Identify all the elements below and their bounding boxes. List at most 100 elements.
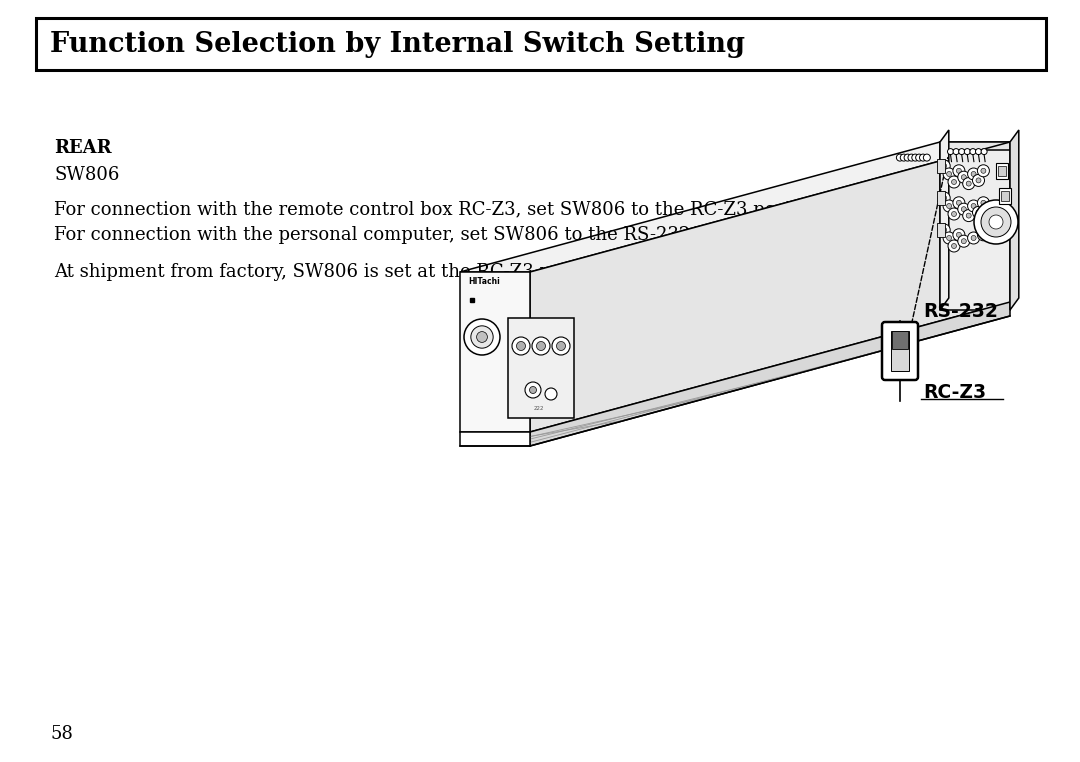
Text: RC-Z3: RC-Z3 bbox=[923, 383, 986, 402]
Bar bbox=[892, 331, 908, 349]
Circle shape bbox=[967, 213, 971, 218]
Circle shape bbox=[972, 174, 985, 187]
Circle shape bbox=[943, 232, 955, 244]
Text: For connection with the remote control box RC-Z3, set SW806 to the RC-Z3 positio: For connection with the remote control b… bbox=[54, 201, 832, 219]
Circle shape bbox=[975, 149, 982, 155]
Text: Function Selection by Internal Switch Setting: Function Selection by Internal Switch Se… bbox=[50, 30, 745, 57]
Circle shape bbox=[525, 382, 541, 398]
Circle shape bbox=[951, 244, 957, 248]
Bar bbox=[936, 191, 945, 205]
Circle shape bbox=[951, 180, 957, 184]
Circle shape bbox=[981, 200, 986, 205]
Polygon shape bbox=[940, 130, 949, 310]
Circle shape bbox=[976, 210, 981, 215]
Circle shape bbox=[968, 200, 980, 212]
Circle shape bbox=[961, 207, 967, 212]
Circle shape bbox=[901, 154, 907, 161]
Bar bbox=[996, 163, 1008, 179]
Circle shape bbox=[516, 341, 526, 351]
Circle shape bbox=[916, 154, 922, 161]
Circle shape bbox=[896, 154, 903, 161]
Circle shape bbox=[942, 196, 947, 200]
Circle shape bbox=[947, 149, 954, 155]
Circle shape bbox=[512, 337, 530, 355]
Circle shape bbox=[981, 207, 1011, 237]
Circle shape bbox=[532, 337, 550, 355]
Polygon shape bbox=[940, 150, 1010, 310]
Circle shape bbox=[968, 168, 980, 180]
Text: 58: 58 bbox=[50, 725, 72, 743]
Circle shape bbox=[967, 181, 971, 186]
Circle shape bbox=[904, 154, 912, 161]
Circle shape bbox=[981, 232, 986, 237]
Circle shape bbox=[971, 171, 976, 177]
Circle shape bbox=[961, 239, 967, 244]
Bar bbox=[936, 159, 945, 173]
Bar bbox=[508, 318, 573, 418]
Text: At shipment from factory, SW806 is set at the RC-Z3 position.: At shipment from factory, SW806 is set a… bbox=[54, 263, 618, 281]
Text: REAR: REAR bbox=[54, 139, 111, 157]
Circle shape bbox=[977, 165, 989, 177]
Text: For connection with the personal computer, set SW806 to the RS-232C position.: For connection with the personal compute… bbox=[54, 226, 788, 244]
Circle shape bbox=[977, 197, 989, 209]
Circle shape bbox=[962, 178, 975, 190]
Text: SW806: SW806 bbox=[54, 166, 120, 184]
Circle shape bbox=[923, 154, 930, 161]
Text: RS-232: RS-232 bbox=[923, 302, 998, 321]
Circle shape bbox=[946, 235, 951, 241]
Circle shape bbox=[953, 197, 964, 209]
Circle shape bbox=[946, 203, 951, 209]
Circle shape bbox=[946, 171, 951, 177]
Polygon shape bbox=[1010, 130, 1018, 310]
Polygon shape bbox=[530, 302, 1010, 446]
Circle shape bbox=[961, 174, 967, 180]
Circle shape bbox=[552, 337, 570, 355]
Circle shape bbox=[953, 229, 964, 241]
Bar bbox=[999, 188, 1011, 204]
Circle shape bbox=[959, 149, 964, 155]
Circle shape bbox=[981, 168, 986, 173]
Circle shape bbox=[529, 386, 537, 393]
Circle shape bbox=[958, 171, 970, 183]
Circle shape bbox=[464, 319, 500, 355]
Circle shape bbox=[948, 240, 960, 252]
Circle shape bbox=[971, 203, 976, 209]
Circle shape bbox=[971, 235, 976, 241]
Circle shape bbox=[958, 203, 970, 215]
Polygon shape bbox=[460, 142, 1010, 272]
Circle shape bbox=[962, 210, 975, 222]
Circle shape bbox=[968, 232, 980, 244]
FancyBboxPatch shape bbox=[882, 322, 918, 380]
Circle shape bbox=[957, 200, 961, 205]
Bar bbox=[1001, 191, 1009, 201]
Circle shape bbox=[476, 331, 487, 342]
Circle shape bbox=[471, 326, 494, 348]
Circle shape bbox=[948, 176, 960, 188]
Circle shape bbox=[957, 168, 961, 173]
Circle shape bbox=[939, 160, 950, 172]
Circle shape bbox=[545, 388, 557, 400]
Circle shape bbox=[972, 207, 985, 219]
Circle shape bbox=[977, 229, 989, 241]
Bar bbox=[891, 331, 909, 371]
Text: HITachi: HITachi bbox=[468, 277, 500, 286]
Text: 222: 222 bbox=[534, 406, 544, 411]
Circle shape bbox=[919, 154, 927, 161]
Circle shape bbox=[939, 192, 950, 204]
Polygon shape bbox=[460, 432, 530, 446]
Circle shape bbox=[970, 149, 976, 155]
Bar bbox=[36, 18, 1047, 70]
Circle shape bbox=[943, 168, 955, 180]
Circle shape bbox=[939, 224, 950, 236]
Circle shape bbox=[957, 232, 961, 237]
Circle shape bbox=[974, 200, 1018, 244]
Polygon shape bbox=[460, 272, 530, 432]
Circle shape bbox=[953, 165, 964, 177]
Circle shape bbox=[942, 228, 947, 232]
Circle shape bbox=[556, 341, 566, 351]
Circle shape bbox=[964, 149, 970, 155]
Circle shape bbox=[958, 235, 970, 247]
Bar bbox=[936, 223, 945, 237]
Circle shape bbox=[943, 200, 955, 212]
Circle shape bbox=[912, 154, 919, 161]
